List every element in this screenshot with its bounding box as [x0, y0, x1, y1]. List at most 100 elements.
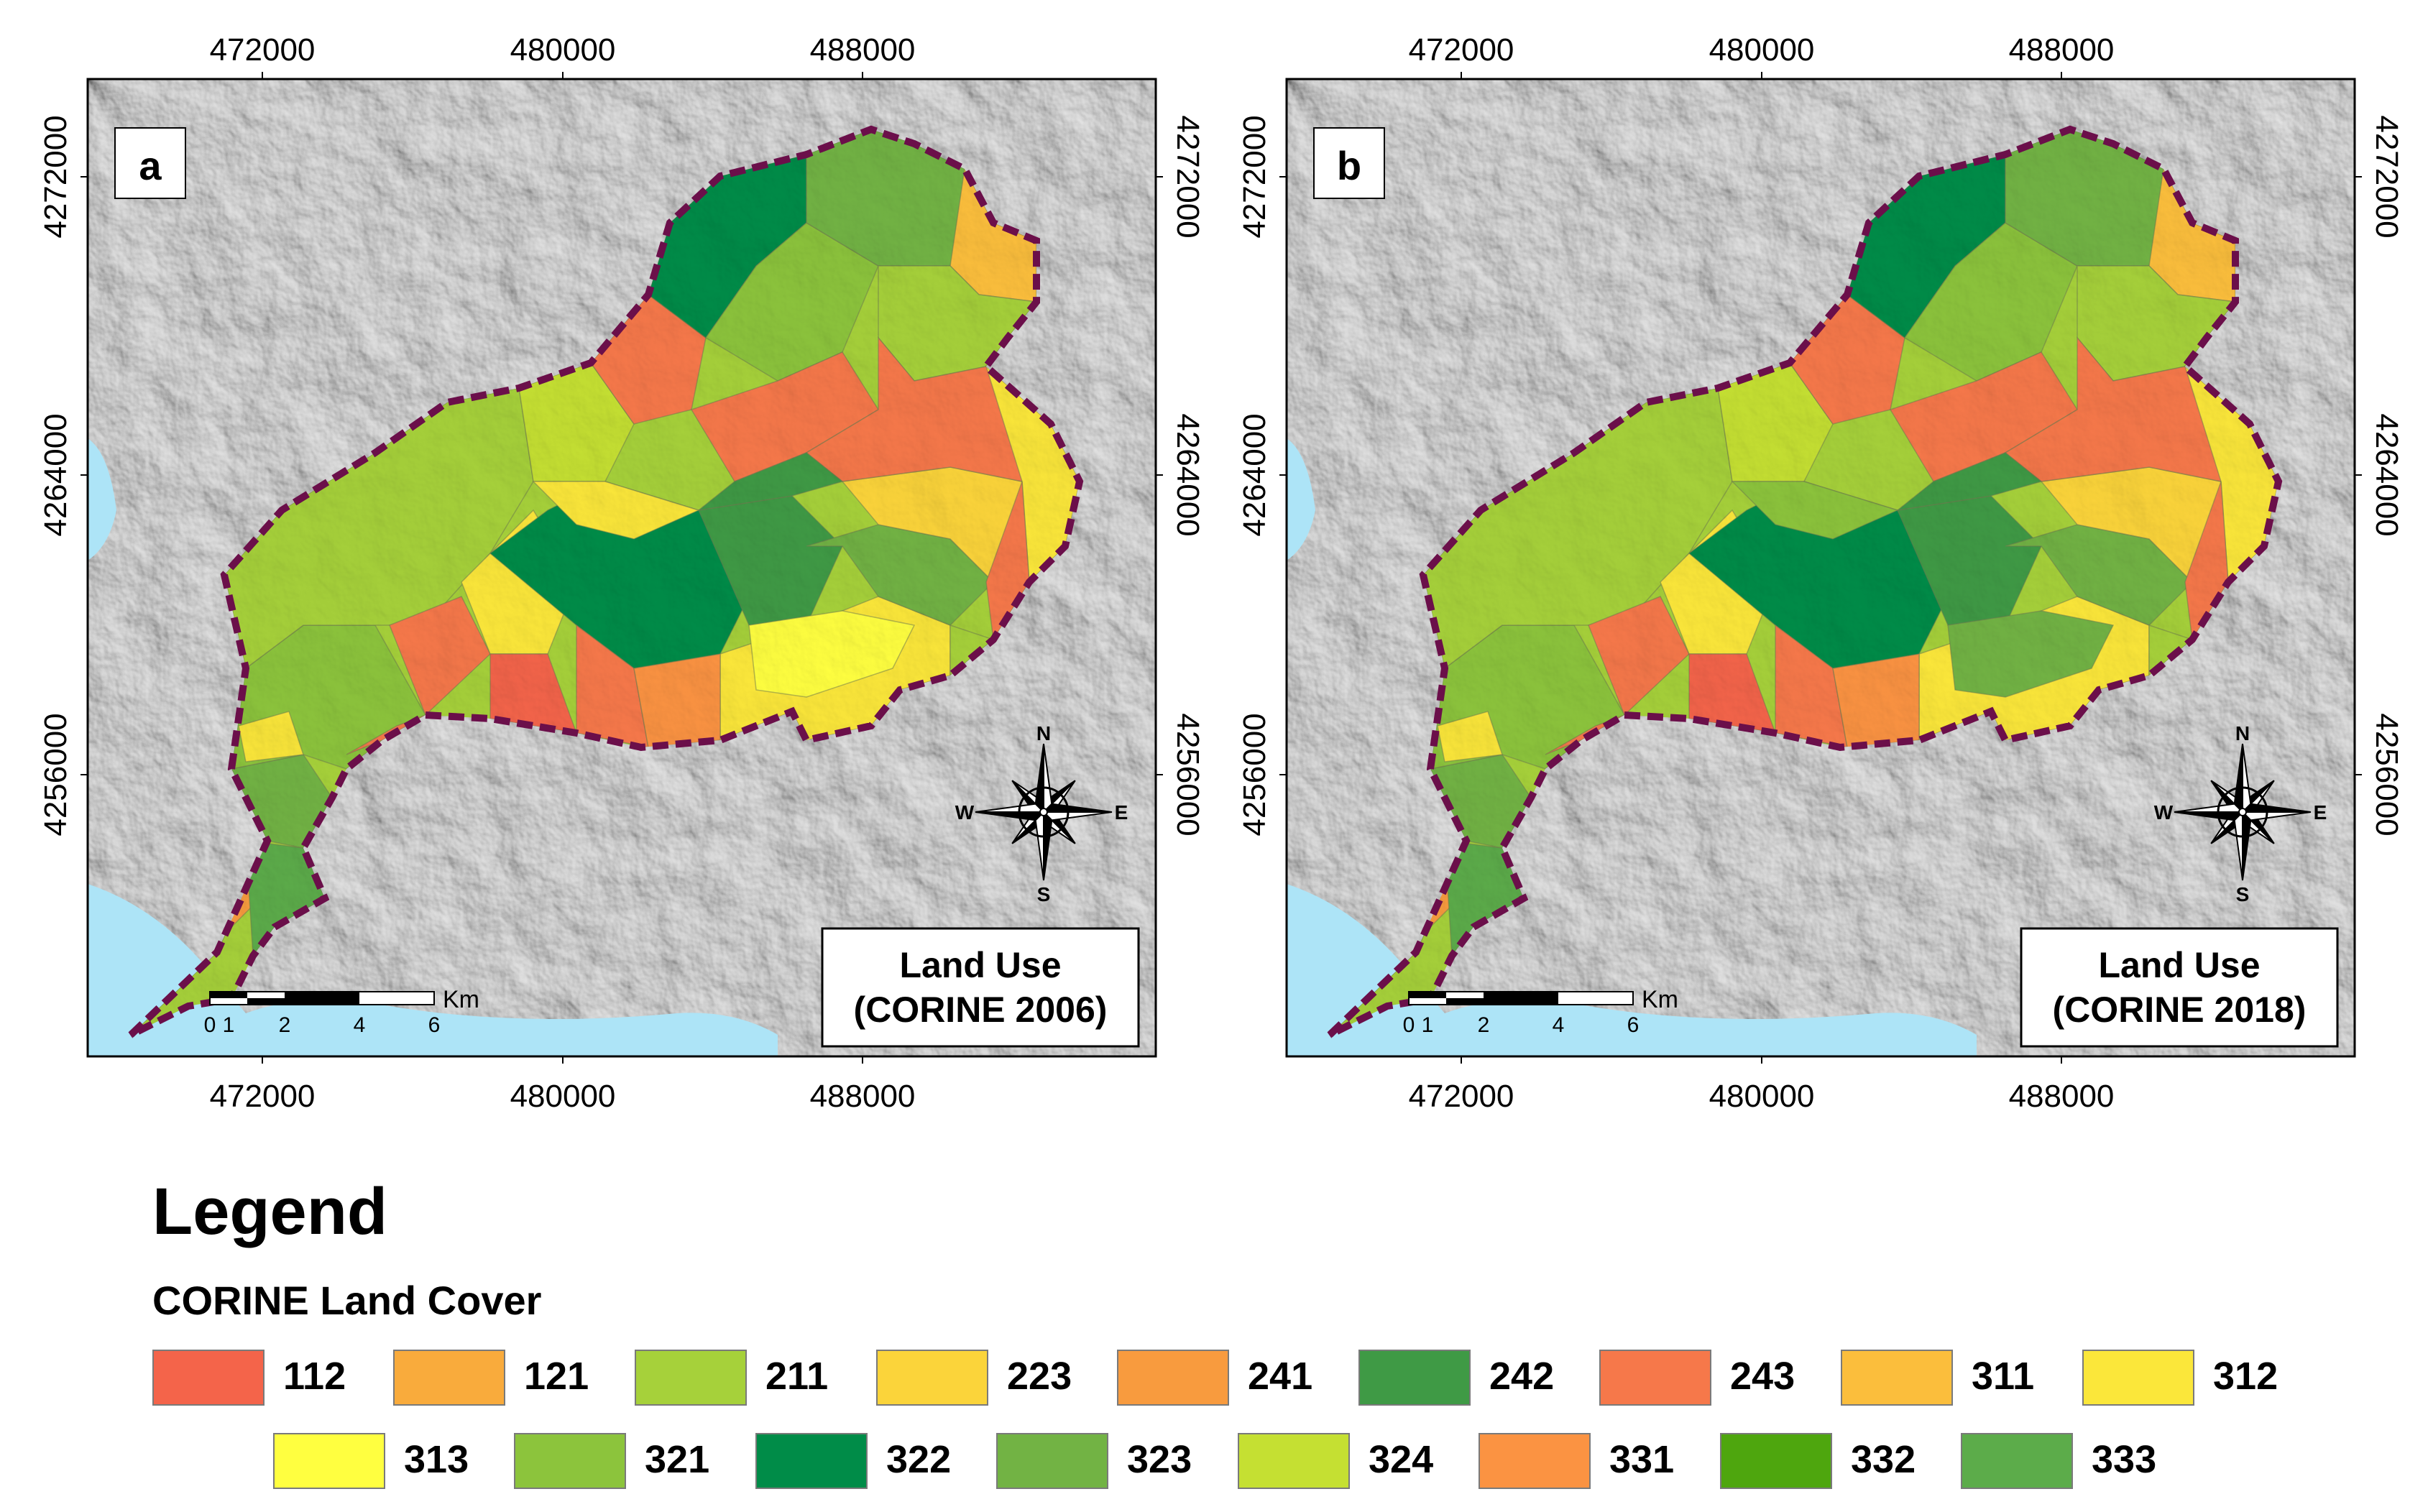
panel-label: b	[1313, 127, 1385, 199]
legend-label: 321	[645, 1438, 710, 1481]
x-tick-label-bottom: 488000	[2009, 1079, 2115, 1114]
legend-label: 312	[2213, 1355, 2278, 1398]
x-tick-label-top: 472000	[210, 32, 316, 68]
legend-label: 333	[2092, 1438, 2157, 1481]
scale-unit: Km	[1642, 986, 1678, 1013]
compass-east-label: E	[2314, 801, 2327, 824]
compass-rose-icon: N S E W	[2154, 722, 2327, 905]
basin-boundary	[1327, 125, 2283, 1038]
x-tick-label-top: 480000	[510, 32, 616, 68]
panel-label-text: b	[1337, 143, 1361, 188]
scale-label: 6	[1627, 1013, 1640, 1037]
scale-bar: 0 1 2 4 6Km	[1403, 986, 1678, 1037]
y-tick-label-right: 4256000	[1170, 713, 1205, 836]
compass-north-label: N	[2235, 722, 2250, 745]
compass-west-label: W	[2154, 801, 2174, 824]
y-tick-label-right: 4272000	[1170, 115, 1205, 238]
sea-area	[1287, 884, 1977, 1056]
basin-boundary	[128, 125, 1084, 1038]
legend-subtitle: CORINE Land Cover	[152, 1278, 542, 1323]
x-tick-label-bottom: 472000	[1409, 1079, 1514, 1114]
y-tick-label-right: 4264000	[1170, 413, 1205, 536]
y-tick-label-left: 4272000	[38, 115, 73, 238]
legend-label: 112	[283, 1355, 346, 1398]
legend-label: 331	[1609, 1438, 1675, 1481]
map-title-box: Land Use (CORINE 2018)	[2020, 927, 2339, 1048]
legend-label: 311	[1972, 1355, 2035, 1398]
y-tick-label-left: 4264000	[1237, 413, 1272, 536]
legend-label: 211	[765, 1355, 829, 1398]
panel-label-text: a	[139, 143, 162, 188]
legend-label: 223	[1007, 1355, 1072, 1398]
x-tick-label-bottom: 480000	[510, 1079, 616, 1114]
y-tick-label-right: 4256000	[2369, 713, 2404, 836]
scale-label: 4	[354, 1013, 366, 1037]
legend-swatch	[1720, 1433, 1832, 1489]
compass-south-label: S	[2236, 883, 2250, 905]
scale-label: 4	[1553, 1013, 1565, 1037]
scale-label: 6	[428, 1013, 441, 1037]
map-panel-b: b Land Use (CORINE 2018) 0 1 2 4 6Km N S E W 472000 4…	[1237, 32, 2404, 1114]
map-frame	[1285, 78, 2356, 1058]
map-title-line1: Land Use	[2098, 945, 2260, 985]
panel-label: a	[114, 127, 186, 199]
legend-label: 243	[1730, 1355, 1795, 1398]
scale-bar: 0 1 2 4 6Km	[204, 986, 479, 1037]
y-tick-label-left: 4272000	[1237, 115, 1272, 238]
x-tick-label-bottom: 488000	[810, 1079, 916, 1114]
legend-swatch	[2082, 1350, 2194, 1406]
legend-label: 323	[1127, 1438, 1192, 1481]
scale-label: 0	[204, 1013, 216, 1037]
y-tick-label-right: 4264000	[2369, 413, 2404, 536]
lake-area	[1287, 438, 1315, 561]
legend-swatch	[635, 1350, 747, 1406]
legend-title: Legend	[152, 1175, 388, 1248]
y-tick-label-left: 4256000	[1237, 713, 1272, 836]
y-tick-label-left: 4256000	[38, 713, 73, 836]
legend-swatch	[876, 1350, 988, 1406]
legend-label: 322	[886, 1438, 952, 1481]
scale-label: 2	[279, 1013, 291, 1037]
sea-area	[88, 884, 778, 1056]
legend-swatch	[1358, 1350, 1471, 1406]
map-title-line2: (CORINE 2006)	[854, 990, 1108, 1030]
compass-east-label: E	[1115, 801, 1128, 824]
x-tick-label-top: 480000	[1709, 32, 1815, 68]
map-title-box: Land Use (CORINE 2006)	[821, 927, 1140, 1048]
legend-swatch	[1117, 1350, 1229, 1406]
compass-rose-icon: N S E W	[955, 722, 1128, 905]
legend-swatch	[1961, 1433, 2073, 1489]
map-frame	[86, 78, 1157, 1058]
x-tick-label-top: 472000	[1409, 32, 1514, 68]
legend-swatch	[393, 1350, 505, 1406]
legend-label: 121	[524, 1355, 589, 1398]
legend-swatch	[273, 1433, 385, 1489]
map-title-line1: Land Use	[899, 945, 1061, 985]
x-tick-label-top: 488000	[2009, 32, 2115, 68]
legend-swatch	[1479, 1433, 1591, 1489]
x-tick-label-bottom: 480000	[1709, 1079, 1815, 1114]
y-tick-label-left: 4264000	[38, 413, 73, 536]
compass-south-label: S	[1037, 883, 1051, 905]
compass-west-label: W	[955, 801, 975, 824]
lake-area	[88, 438, 116, 561]
scale-unit: Km	[443, 986, 479, 1013]
scale-label: 0	[1403, 1013, 1415, 1037]
legend-swatch	[1599, 1350, 1711, 1406]
legend-swatch	[152, 1350, 265, 1406]
scale-label: 1	[223, 1013, 235, 1037]
x-tick-label-bottom: 472000	[210, 1079, 316, 1114]
legend-label: 313	[404, 1438, 469, 1481]
compass-north-label: N	[1036, 722, 1051, 745]
y-tick-label-right: 4272000	[2369, 115, 2404, 238]
legend-label: 241	[1248, 1355, 1313, 1398]
legend-label: 242	[1489, 1355, 1555, 1398]
legend-swatch	[755, 1433, 868, 1489]
map-panel-a: a Land Use (CORINE 2006) 0 1 2 4 6Km N S E W 472000 4…	[38, 32, 1205, 1114]
legend-swatch	[1841, 1350, 1953, 1406]
legend-label: 332	[1851, 1438, 1916, 1481]
x-tick-label-top: 488000	[810, 32, 916, 68]
map-title-line2: (CORINE 2018)	[2053, 990, 2307, 1030]
legend-swatch	[996, 1433, 1108, 1489]
legend-swatch	[514, 1433, 626, 1489]
